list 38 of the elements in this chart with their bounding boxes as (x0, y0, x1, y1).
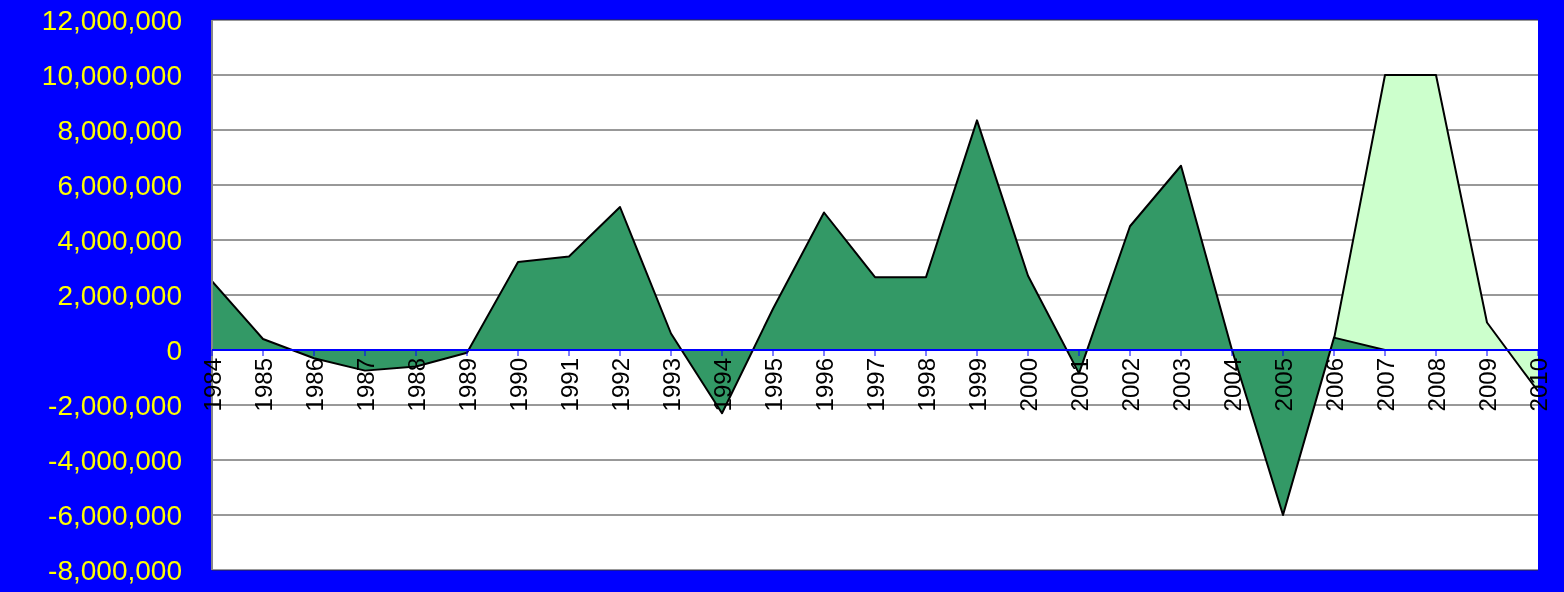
x-tick-label: 1996 (810, 358, 838, 412)
y-tick-label: -4,000,000 (48, 444, 182, 476)
x-tick-label: 1986 (300, 358, 328, 412)
x-tick-label: 2003 (1167, 358, 1195, 412)
y-tick-label: 10,000,000 (41, 59, 182, 91)
y-tick-label: 4,000,000 (57, 224, 182, 256)
y-tick-label: 2,000,000 (57, 279, 182, 311)
x-tick-label: 1984 (198, 358, 226, 412)
x-tick-label: 2010 (1524, 358, 1552, 412)
x-tick-label: 2005 (1269, 358, 1297, 412)
y-tick-label: -2,000,000 (48, 389, 182, 421)
x-tick-label: 1990 (504, 358, 532, 412)
y-tick-label: -8,000,000 (48, 554, 182, 586)
x-tick-label: 2007 (1371, 358, 1399, 412)
x-tick-label: 1997 (861, 358, 889, 412)
x-tick-label: 1991 (555, 358, 583, 412)
x-tick-label: 1989 (453, 358, 481, 412)
x-tick-label: 1994 (708, 358, 736, 412)
x-tick-label: 1985 (249, 358, 277, 412)
x-tick-label: 2002 (1116, 358, 1144, 412)
x-tick-label: 2000 (1014, 358, 1042, 412)
x-tick-label: 1988 (402, 358, 430, 412)
x-tick-label: 2006 (1320, 358, 1348, 412)
y-tick-label: -6,000,000 (48, 499, 182, 531)
y-tick-label: 8,000,000 (57, 114, 182, 146)
x-tick-label: 2004 (1218, 358, 1246, 412)
x-tick-label: 1987 (351, 358, 379, 412)
x-tick-label: 2001 (1065, 358, 1093, 412)
x-tick-label: 1995 (759, 358, 787, 412)
y-tick-label: 12,000,000 (41, 4, 182, 36)
x-tick-label: 1993 (657, 358, 685, 412)
x-tick-label: 2009 (1473, 358, 1501, 412)
y-tick-label: 6,000,000 (57, 169, 182, 201)
x-tick-label: 1999 (963, 358, 991, 412)
x-tick-label: 1998 (912, 358, 940, 412)
x-tick-label: 2008 (1422, 358, 1450, 412)
x-tick-label: 1992 (606, 358, 634, 412)
y-tick-label: 0 (166, 334, 182, 366)
